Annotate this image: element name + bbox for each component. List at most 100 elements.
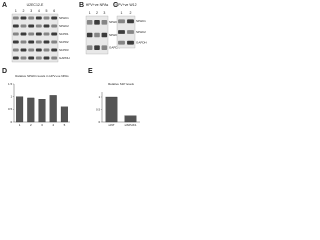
band xyxy=(94,45,100,50)
bar xyxy=(16,96,24,123)
x-tick-label: siNT xyxy=(108,123,114,127)
lane-label: 2 xyxy=(23,9,25,13)
panel-letter: E xyxy=(88,68,93,75)
panel-title: HPV+ve NPAs xyxy=(86,3,109,7)
band xyxy=(28,48,35,52)
panel-letter: A xyxy=(2,2,7,9)
band xyxy=(35,24,42,28)
x-tick-label: 5 xyxy=(64,123,66,127)
lane-label: 4 xyxy=(38,9,40,13)
band xyxy=(127,40,134,45)
band xyxy=(35,16,42,20)
panel-letter: D xyxy=(2,68,7,75)
y-tick-label: 0 xyxy=(99,120,101,124)
band-label: GAPDH xyxy=(136,40,147,44)
x-tick-label: siSPHK1 xyxy=(124,123,136,127)
band-label: SPHK2 xyxy=(136,30,146,34)
y-tick-label: 0 xyxy=(11,120,13,124)
band xyxy=(43,32,50,36)
band xyxy=(51,40,58,44)
band xyxy=(43,40,50,44)
bar xyxy=(27,97,35,123)
band xyxy=(118,40,125,45)
band xyxy=(20,24,27,28)
band-label: SPHK2 xyxy=(59,24,69,28)
band xyxy=(12,32,19,36)
band-label: SPHK2 xyxy=(109,33,119,37)
lane-label: 2 xyxy=(130,11,132,15)
band xyxy=(118,30,125,34)
bar xyxy=(124,115,137,123)
band-label: SPHK1 xyxy=(59,16,69,20)
x-tick-label: 1 xyxy=(19,123,21,127)
band-label: S1PR3 xyxy=(59,48,69,52)
figure: A U2EC12-E 1 2 3 4 5 6 SPHK1 SPHK2 S1PR1 S1PR2 S1PR3… xyxy=(2,2,147,127)
lane-label: 3 xyxy=(30,9,32,13)
band xyxy=(35,32,42,36)
band-label: GAPDH xyxy=(59,56,70,60)
band xyxy=(12,56,19,60)
panel-letter: B xyxy=(79,2,84,9)
band-label: S1PR2 xyxy=(59,40,69,44)
panel-title: U2EC12-E xyxy=(27,3,44,7)
band xyxy=(86,45,93,50)
band xyxy=(28,16,35,20)
band xyxy=(12,40,19,44)
y-tick-label: 0.5 xyxy=(8,107,13,111)
band xyxy=(20,40,27,44)
band-label: GAPDH xyxy=(109,45,120,49)
lane-label: 5 xyxy=(46,9,48,13)
band xyxy=(51,56,58,60)
band xyxy=(20,32,27,36)
bar xyxy=(49,95,57,123)
blot xyxy=(11,13,59,63)
band xyxy=(94,20,100,25)
band xyxy=(28,24,35,28)
band xyxy=(43,56,50,60)
lane-label: 6 xyxy=(53,9,55,13)
band xyxy=(35,48,42,52)
page: A U2EC12-E 1 2 3 4 5 6 SPHK1 SPHK2 S1PR1 S1PR2 S1PR3… xyxy=(2,1,147,127)
band xyxy=(12,16,19,20)
band xyxy=(51,32,58,36)
band xyxy=(28,32,35,36)
band xyxy=(51,24,58,28)
band-label: SPHK1 xyxy=(136,19,146,23)
y-tick-label: 1 xyxy=(99,95,101,99)
band xyxy=(101,32,108,38)
band-label: S1PR1 xyxy=(59,32,69,36)
band xyxy=(127,19,134,24)
band-label: SPHK1 xyxy=(109,20,119,24)
band xyxy=(28,56,35,60)
chart-title: Relative S1P levels xyxy=(108,82,134,86)
bar xyxy=(38,99,46,123)
lane-label: 1 xyxy=(121,11,123,15)
blot xyxy=(116,15,136,49)
band xyxy=(43,16,50,20)
panel-title: HPV+ve W12 xyxy=(115,3,136,7)
lane-label: 1 xyxy=(15,9,17,13)
lane-label: 2 xyxy=(96,11,98,15)
band xyxy=(12,48,19,52)
band xyxy=(20,16,27,20)
band xyxy=(94,32,100,38)
band xyxy=(51,16,58,20)
chart-title: Relative SPHK1 levels in HPV+ve NPAs xyxy=(15,74,69,78)
bar xyxy=(105,96,118,123)
band xyxy=(43,24,50,28)
band xyxy=(35,56,42,60)
band xyxy=(12,24,19,28)
band xyxy=(101,20,108,25)
band xyxy=(127,30,134,34)
band xyxy=(20,56,27,60)
band xyxy=(86,32,93,38)
band xyxy=(101,45,108,50)
band xyxy=(20,48,27,52)
lane-label: 3 xyxy=(103,11,105,15)
y-tick-label: 1.5 xyxy=(8,82,13,86)
y-tick-label: 0.5 xyxy=(96,107,101,111)
band xyxy=(28,40,35,44)
panel-letter: C xyxy=(113,2,118,9)
x-tick-label: 3 xyxy=(41,123,43,127)
band xyxy=(43,48,50,52)
